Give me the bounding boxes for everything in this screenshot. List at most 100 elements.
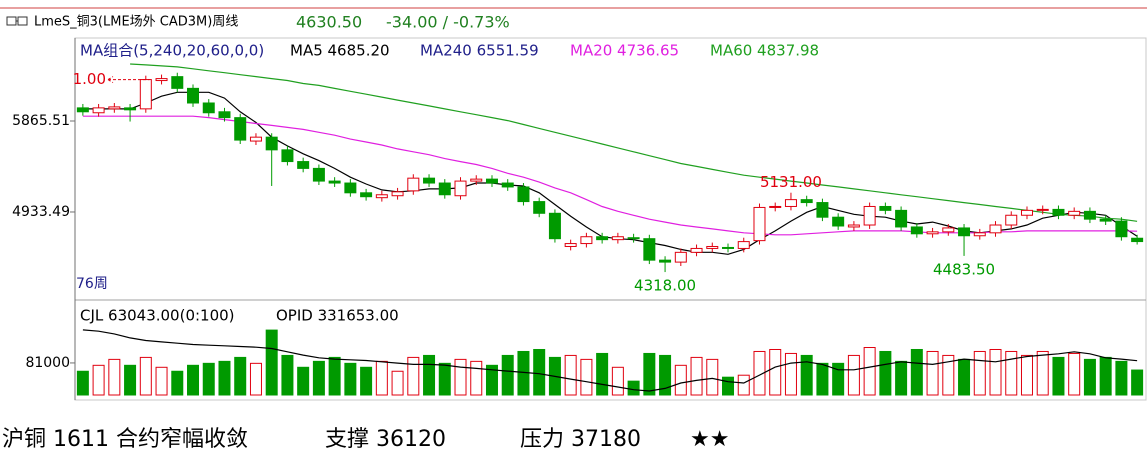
candle-body xyxy=(627,237,640,240)
volume-bar xyxy=(800,354,813,396)
candle-body xyxy=(879,205,892,211)
period-label: 76周 xyxy=(76,276,108,292)
volume-bar xyxy=(328,356,341,396)
y-tick-label: 5865.51 xyxy=(12,113,70,129)
volume-bar xyxy=(155,366,168,396)
legend-entry: MA240 6551.59 xyxy=(420,42,539,60)
candle-body xyxy=(706,245,719,249)
volume-bar xyxy=(753,350,766,396)
volume-bar xyxy=(627,380,640,396)
candle-body xyxy=(722,246,735,249)
volume-bar xyxy=(470,360,483,396)
volume-bar xyxy=(92,364,105,396)
volume-bar xyxy=(202,362,215,396)
candle-body xyxy=(328,180,341,184)
candle-body xyxy=(218,111,231,119)
candle-body xyxy=(108,106,121,110)
candle-body xyxy=(281,149,294,163)
price-panel xyxy=(76,63,1144,273)
header-last: 4630.50 xyxy=(296,13,362,32)
legend-entry: MA20 4736.65 xyxy=(570,42,679,60)
candle-body xyxy=(423,177,436,184)
volume-bar xyxy=(879,350,892,396)
candle-body xyxy=(800,199,813,204)
volume-bar xyxy=(297,366,310,396)
volume-bar xyxy=(375,360,388,396)
candle-body xyxy=(580,236,593,245)
caption-stars: ★★ xyxy=(690,427,729,452)
candle-body xyxy=(1083,210,1096,220)
volume-bar xyxy=(423,354,436,396)
volume-bar xyxy=(1083,358,1096,396)
caption-support: 支撑 36120 xyxy=(325,427,446,452)
candle-body xyxy=(863,205,876,226)
candle-body xyxy=(124,107,137,111)
candle-body xyxy=(611,236,624,241)
candle-body xyxy=(1020,209,1033,216)
candle-body xyxy=(533,201,546,214)
candle-body xyxy=(816,202,829,218)
volume-bar xyxy=(501,354,514,396)
candle-body xyxy=(910,226,923,235)
volume-bar xyxy=(737,374,750,396)
volume-bar xyxy=(611,366,624,396)
candle-body xyxy=(973,232,986,237)
y-tick-label: 4933.49 xyxy=(12,204,70,220)
volume-bar xyxy=(784,352,797,396)
candle-body xyxy=(596,236,609,241)
candle-body xyxy=(517,186,530,203)
candle-body xyxy=(1052,208,1065,216)
volume-bar xyxy=(973,350,986,396)
ma-line xyxy=(130,63,1138,222)
candle-body xyxy=(391,191,404,197)
volume-bar xyxy=(344,362,357,396)
volume-bar xyxy=(926,350,939,396)
volume-bar xyxy=(407,356,420,396)
volume-bar xyxy=(847,354,860,396)
volume-bar xyxy=(895,360,908,396)
candle-body xyxy=(485,178,498,184)
candle-body xyxy=(1115,220,1128,238)
volume-title: CJL 63043.00(0:100) xyxy=(80,307,235,325)
volume-bar xyxy=(643,352,656,396)
volume-bar xyxy=(108,358,121,396)
candle-body xyxy=(926,231,939,235)
volume-bar xyxy=(863,347,876,396)
volume-bar xyxy=(958,358,971,396)
volume-bar xyxy=(1020,354,1033,396)
candle-body xyxy=(1099,218,1112,222)
annotation-arrow xyxy=(107,76,150,84)
candle-body xyxy=(1005,214,1018,226)
annotation: 4318.00 xyxy=(634,277,696,295)
volume-bar xyxy=(564,354,577,396)
candle-body xyxy=(470,178,483,182)
volume-bar xyxy=(1131,369,1144,396)
volume-bar xyxy=(454,358,467,396)
volume-bar xyxy=(249,362,262,396)
candle-body xyxy=(643,238,656,261)
volume-bar xyxy=(360,366,373,396)
candle-body xyxy=(438,182,451,196)
candle-body xyxy=(895,209,908,228)
candle-body xyxy=(659,259,672,263)
volume-bar xyxy=(910,348,923,396)
volume-bar xyxy=(816,362,829,396)
candle-body xyxy=(171,76,184,89)
candle-body xyxy=(202,102,215,114)
volume-bar xyxy=(1036,350,1049,396)
opid-legend: OPID 331653.00 xyxy=(276,307,399,325)
volume-bar xyxy=(580,358,593,396)
candle-body xyxy=(312,167,325,182)
y-tick-label: 81000 xyxy=(25,355,70,371)
candle-body xyxy=(548,212,561,240)
legend-entry: MA60 4837.98 xyxy=(710,42,819,60)
volume-bar xyxy=(139,356,152,396)
candle-body xyxy=(155,78,168,82)
volume-bar xyxy=(438,362,451,396)
volume-bar xyxy=(989,348,1002,396)
candle-body xyxy=(1036,208,1049,211)
candle-body xyxy=(769,205,782,208)
candle-body xyxy=(454,180,467,197)
volume-bar xyxy=(722,376,735,396)
